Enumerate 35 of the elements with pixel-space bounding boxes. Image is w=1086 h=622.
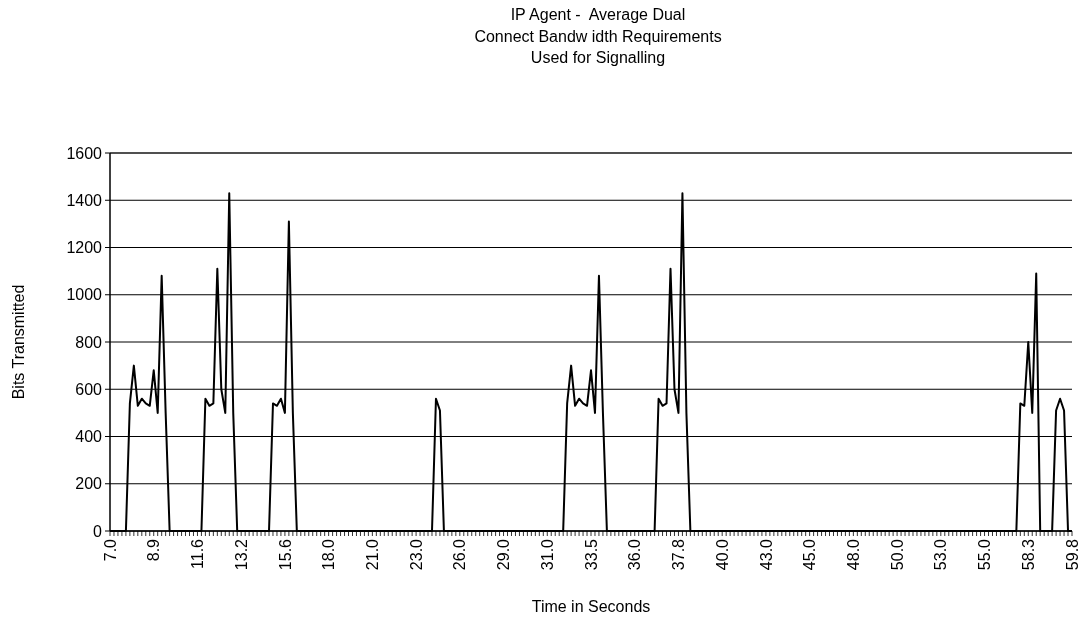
- y-tick-label: 600: [75, 380, 103, 398]
- y-tick-label: 1600: [66, 144, 103, 162]
- x-tick-label: 21.0: [363, 538, 381, 571]
- y-tick-label: 400: [75, 428, 103, 446]
- y-tick-label: 0: [93, 522, 103, 540]
- x-tick-label: 15.6: [276, 538, 294, 571]
- x-axis-title: Time in Seconds: [531, 598, 651, 615]
- y-tick-label: 1400: [66, 191, 103, 209]
- x-tick-label: 36.0: [626, 538, 644, 571]
- x-tick-label: 33.5: [582, 538, 600, 571]
- x-tick-label: 43.0: [757, 538, 775, 571]
- x-tick-label: 37.8: [670, 538, 688, 571]
- x-tick-label: 13.2: [232, 538, 250, 571]
- y-tick-label: 1200: [66, 239, 103, 257]
- x-tick-label: 59.8: [1063, 538, 1081, 571]
- x-tick-label: 50.0: [888, 538, 906, 571]
- chart-title: IP Agent - Average Dual Connect Bandw idth Requirements Used for Signalling: [474, 6, 722, 66]
- x-tick-label: 26.0: [451, 538, 469, 571]
- x-tick-label: 55.0: [976, 538, 994, 571]
- x-tick-label: 18.0: [320, 538, 338, 571]
- x-tick-label: 40.0: [713, 538, 731, 571]
- x-tick-label: 53.0: [932, 538, 950, 571]
- x-tick-label: 31.0: [538, 538, 556, 571]
- x-tick-label: 48.0: [844, 538, 862, 571]
- y-axis-title: Bits Transmitted: [10, 284, 27, 400]
- x-tick-label: 23.0: [407, 538, 425, 571]
- y-tick-label: 200: [75, 475, 103, 493]
- x-tick-label: 8.9: [145, 538, 163, 562]
- y-tick-label: 1000: [66, 286, 103, 304]
- x-tick-label: 7.0: [101, 538, 119, 562]
- x-tick-label: 58.3: [1019, 538, 1037, 571]
- y-tick-label: 800: [75, 333, 103, 351]
- x-tick-label: 29.0: [495, 538, 513, 571]
- x-tick-label: 45.0: [801, 538, 819, 571]
- x-tick-label: 11.6: [189, 538, 207, 569]
